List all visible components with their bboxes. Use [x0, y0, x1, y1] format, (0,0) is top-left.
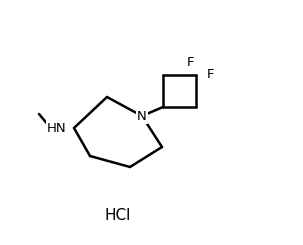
Text: F: F [206, 69, 214, 82]
Text: N: N [137, 110, 147, 122]
Text: HCl: HCl [105, 208, 131, 222]
Text: F: F [187, 56, 195, 69]
Text: HN: HN [47, 122, 67, 135]
